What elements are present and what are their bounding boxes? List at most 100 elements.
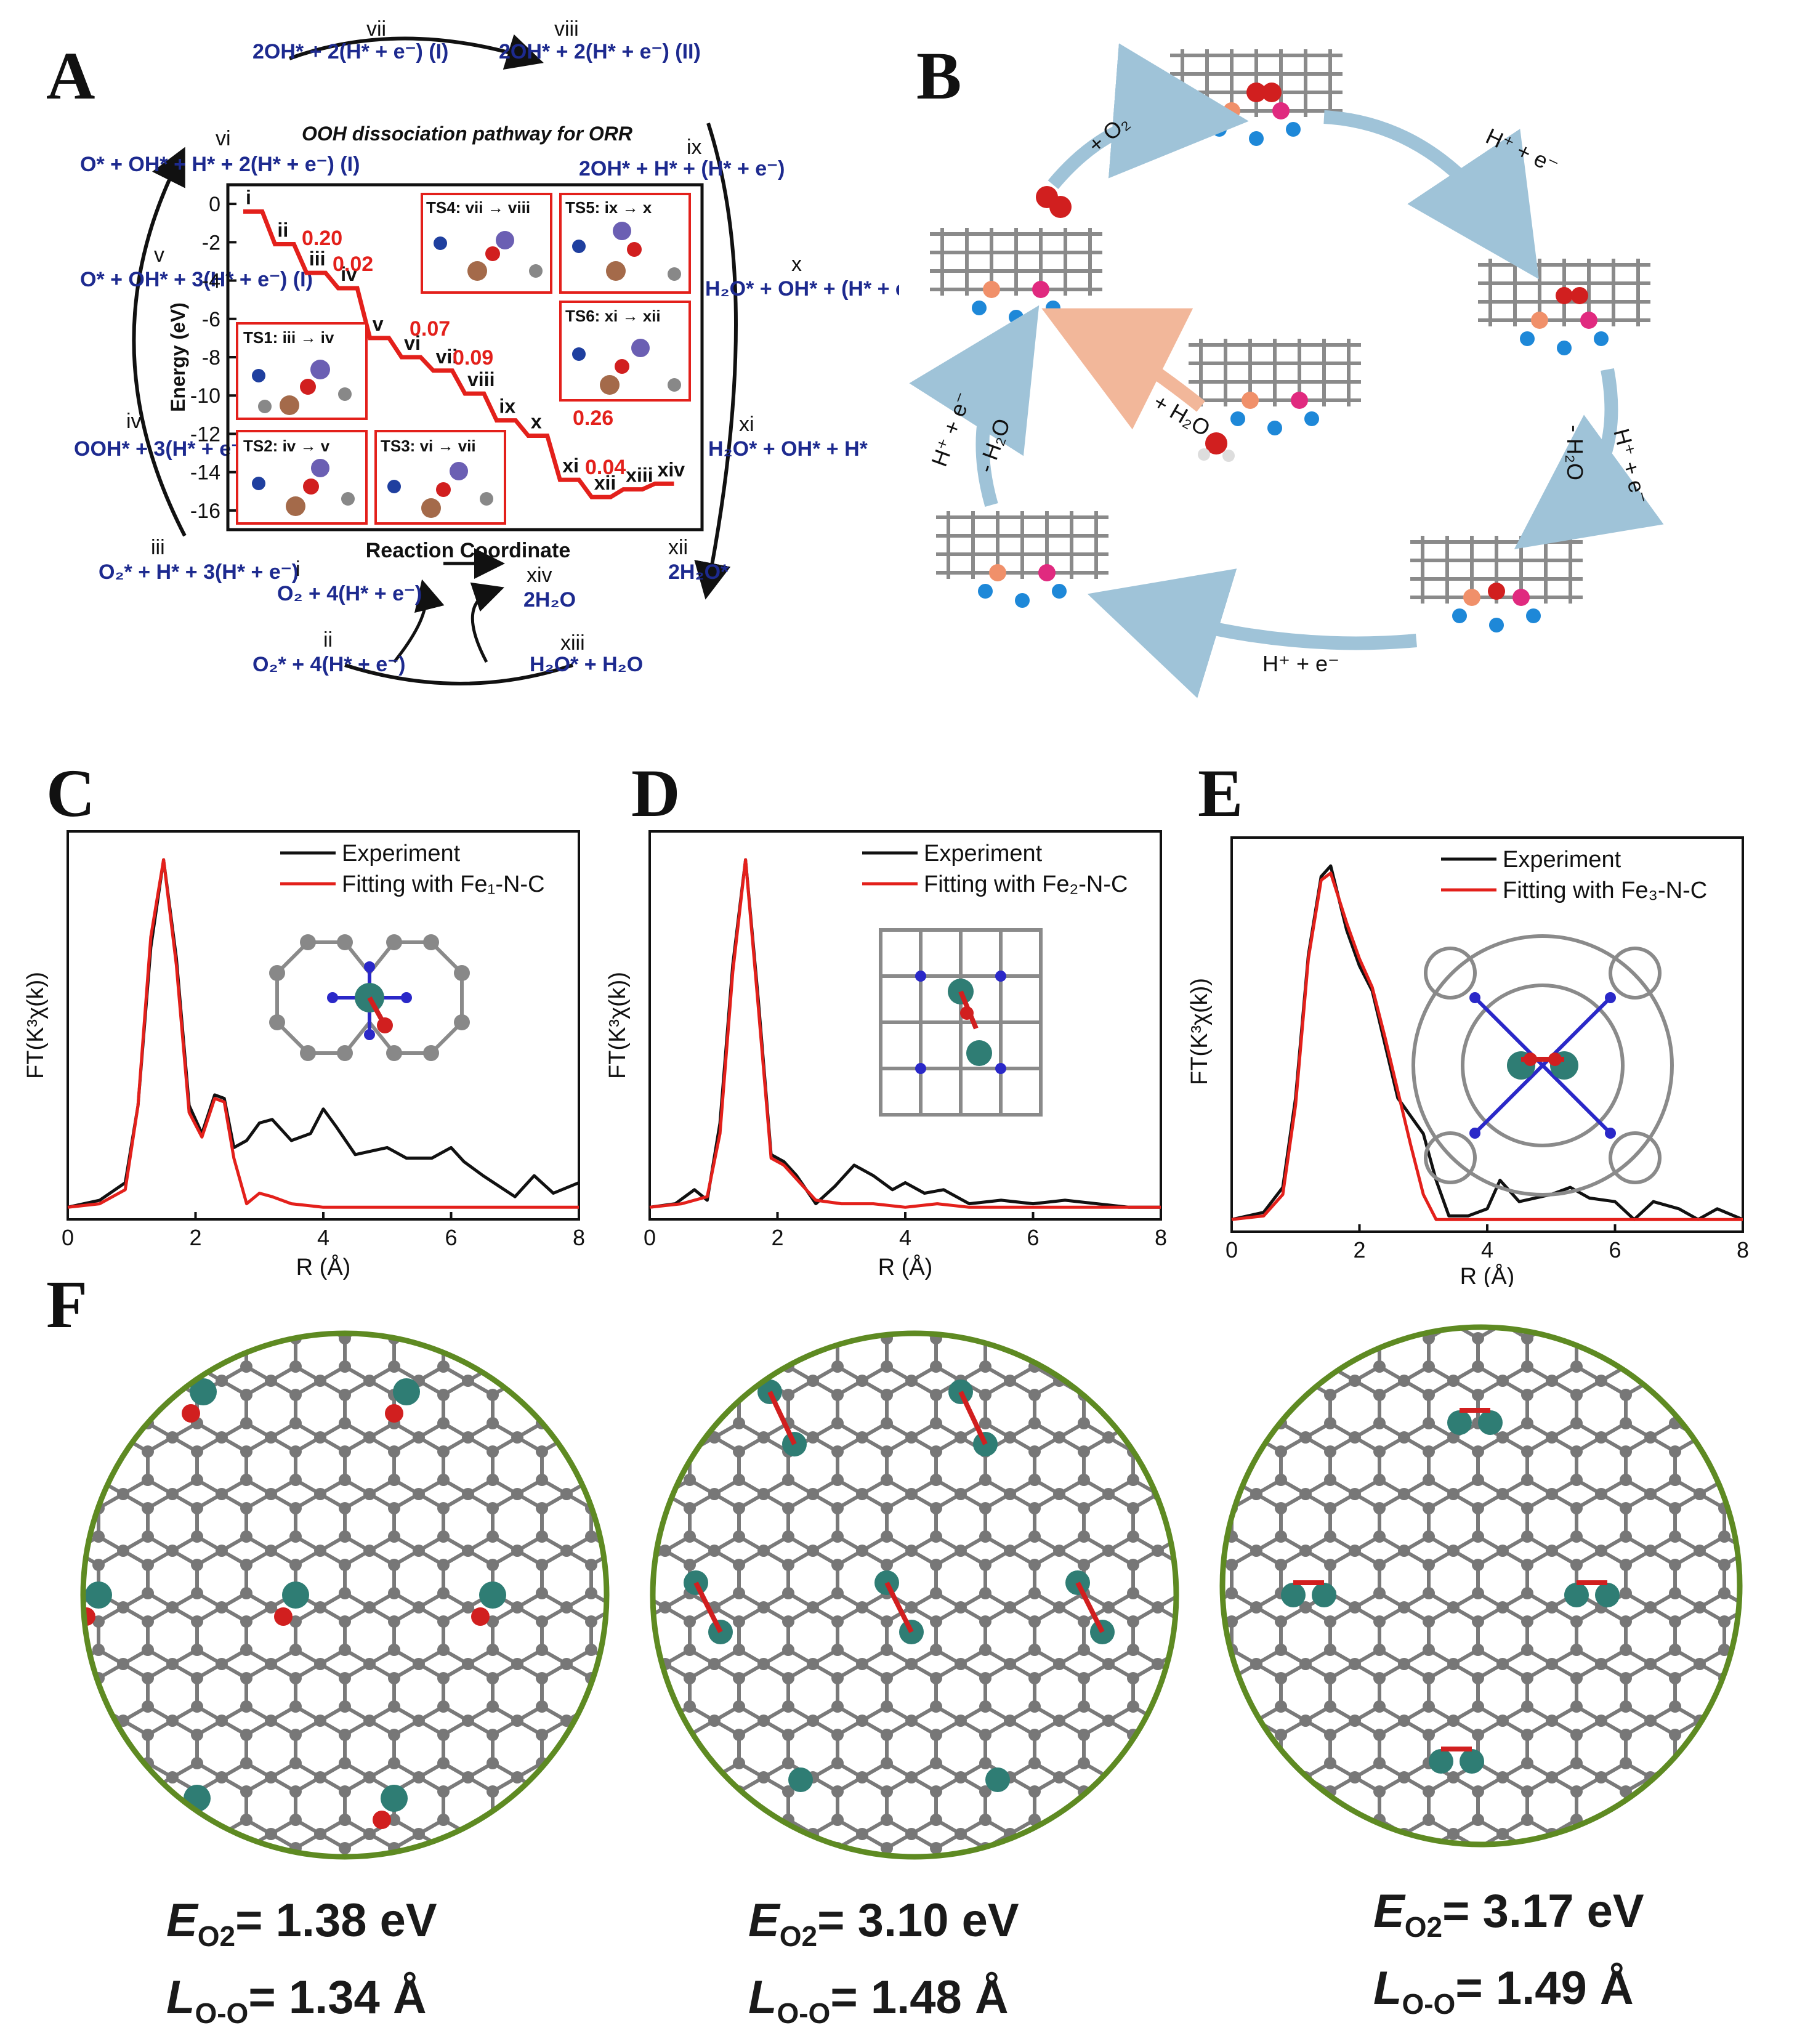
y-tick-label: -14 [190,461,220,485]
state-roman-xiv: xiv [527,564,552,587]
panel-label-c: C [46,756,95,831]
fe2-structure-inset [879,928,1043,1117]
label-proton-electron-4: H⁺ + e⁻ [926,389,976,470]
state-i: O₂ + 4(H* + e⁻) [277,582,422,605]
step-label: iv [341,263,357,285]
label-proton-electron-3: H⁺ + e⁻ [1262,651,1339,676]
ts5-inset: TS5: ix → x [559,193,691,294]
pathway-title: OOH dissociation pathway for ORR [302,123,632,145]
legend-fit: Fitting with Fe₂-N-C [924,871,1128,897]
panel-label-d: D [631,756,680,831]
ts5-label: TS5: ix → x [565,198,652,217]
step-label: xiii [626,464,653,487]
y-tick-label: -16 [190,499,220,523]
step-label: xiv [658,458,685,480]
state-roman-xi: xi [739,413,754,436]
cycle-arrow-top [288,34,544,70]
arrow-step-2 [1514,368,1664,549]
experiment-curve [1231,864,1743,1221]
ts6-label: TS6: xi → xii [565,307,661,325]
step-label: x [531,411,542,433]
barrier-value: 0.26 [573,406,613,430]
caption-fe3-energy: EO2= 3.17 eV [1373,1885,1644,1944]
state-vi: O* + OH* + H* + 2(H* + e⁻) (I) [80,153,360,176]
ts2-label: TS2: iv → v [243,437,330,455]
panel-label-a: A [46,38,95,113]
legend-experiment: Experiment [924,841,1043,866]
ts3-label: TS3: vi → vii [381,437,476,455]
x-tick-label: 4 [317,1225,329,1250]
fe3-boundary [1219,1324,1743,1848]
x-tick-label: 0 [62,1225,74,1250]
state-roman-ix: ix [687,135,702,159]
step-label: v [373,313,384,335]
y-tick-label: -10 [190,384,220,408]
x-tick-label: 8 [1155,1225,1167,1250]
state-ix: 2OH* + H* + (H* + e⁻) [579,157,785,180]
label-proton-electron-1: H⁺ + e⁻ [1482,123,1563,179]
legend-fit: Fitting with Fe₁-N-C [342,871,545,897]
ts4-label: TS4: vii → viii [426,198,530,217]
x-tick-label: 0 [1226,1237,1238,1262]
step-label: viii [467,368,495,390]
structure-center [1189,339,1361,435]
label-remove-h2o-right: - H₂O [1562,425,1588,480]
x-axis-label: R (Å) [1460,1262,1515,1287]
x-tick-label: 4 [899,1225,911,1250]
state-roman-i: i [296,557,301,581]
state-xi: H₂O* + OH* + H* [708,437,868,461]
x-tick-label: 2 [771,1225,783,1250]
fe2-lattice [653,1333,1176,1857]
y-ticks: 0 -2 -4 -6 -8 -10 -12 -14 -16 [190,193,236,523]
state-roman-vi: vi [216,127,231,150]
fe1-lattice [83,1333,607,1857]
fe1-structure-inset [269,934,470,1061]
state-xiv: 2H₂O [523,588,576,612]
legend-experiment: Experiment [342,841,461,866]
fe2-boundary [650,1330,1179,1860]
state-ii: O₂* + 4(H* + e⁻) [252,653,405,676]
state-vii: 2OH* + 2(H* + e⁻) (I) [252,40,448,63]
ts4-inset: TS4: vii → viii [421,193,552,294]
step-label: xii [594,472,616,494]
state-roman-xii: xii [668,536,688,559]
caption-fe2-length: LO-O= 1.48 Å [748,1971,1009,2030]
fe3-structure-inset [1411,934,1674,1197]
ts6-inset: TS6: xi → xii [559,301,691,402]
caption-fe1-length: LO-O= 1.34 Å [166,1971,427,2030]
y-axis-label: FT(K³χ(k)) [607,972,631,1079]
barrier-value: 0.07 [410,317,450,341]
state-xii: 2H₂O* [668,560,729,584]
ts1-inset: TS1: iii → iv [236,322,368,420]
ts1-label: TS1: iii → iv [243,328,334,347]
structure-bottom-left [936,511,1108,608]
fit-curve [649,858,1161,1209]
x-tick-label: 0 [644,1225,656,1250]
y-axis-label: Energy (eV) [167,302,189,412]
legend-experiment: Experiment [1503,847,1621,873]
y-tick-label: -12 [190,422,220,446]
panel-c-exafs: 0 2 4 6 8 FT(K³χ(k)) R (Å) Experiment Fittin… [25,830,585,1280]
barrier-value: 0.02 [333,252,373,276]
arrow-step-4 [909,305,1040,507]
x-axis-label: Reaction Coordinate [366,539,570,562]
panel-a-reaction-cycle: vii 2OH* + 2(H* + e⁻) (I) viii 2OH* + 2(… [74,17,899,685]
step-label: ix [499,395,515,418]
fit-curve [1231,871,1743,1221]
caption-fe3-length: LO-O= 1.49 Å [1373,1962,1634,2021]
step-label: iii [309,248,326,270]
step-label: xi [562,454,579,477]
branch-arrow-left [393,579,445,663]
x-tick-label: 2 [1353,1237,1365,1262]
cycle-arrow-left [132,147,187,537]
y-axis-label: FT(K³χ(k)) [1189,978,1213,1085]
state-roman-iv: iv [126,410,142,433]
state-iii: O₂* + H* + 3(H* + e⁻) [99,560,299,584]
panel-e-exafs: 0 2 4 6 8 FT(K³χ(k)) R (Å) Experiment Fittin… [1189,836,1749,1287]
ts2-inset: TS2: iv → v [236,430,368,525]
state-roman-xiii: xiii [560,631,585,655]
x-tick-label: 4 [1481,1237,1493,1262]
barrier-value: 0.20 [302,227,342,250]
structure-left [930,228,1102,325]
step-label: vi [404,332,421,354]
